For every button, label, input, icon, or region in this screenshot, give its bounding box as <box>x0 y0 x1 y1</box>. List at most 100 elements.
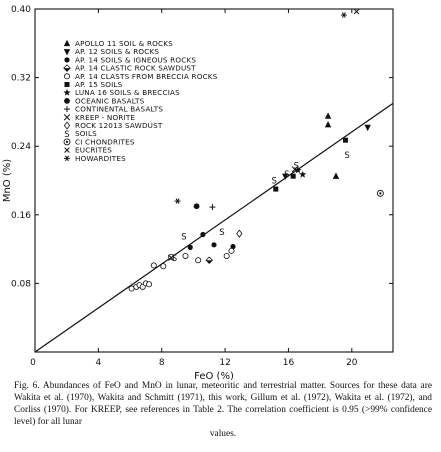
x-tick-label: 20 <box>346 358 358 368</box>
data-point <box>150 262 157 269</box>
legend-label: LUNA 16 SOILS & BRECCIAS <box>75 88 180 97</box>
circle-dot-center <box>65 140 69 143</box>
figure-caption: Fig. 6. Abundances of FeO and MnO in lun… <box>14 380 432 440</box>
series-points <box>209 204 216 211</box>
data-point: S <box>172 254 177 264</box>
legend-item: CI CHONDRITES <box>63 137 135 146</box>
y-tick-label: 0.08 <box>11 279 31 289</box>
legend-marker <box>64 82 70 87</box>
data-point <box>209 204 216 211</box>
series-points <box>294 166 307 178</box>
x-stroke-b <box>353 8 360 15</box>
series-points <box>174 12 347 204</box>
data-point <box>291 166 298 173</box>
data-point: S <box>271 177 276 187</box>
y-axis-label: MnO (%) <box>2 159 13 202</box>
legend-label: AP. 14 SOILS & IGNEOUS ROCKS <box>75 55 196 64</box>
axis-ticks: 4 8 12 16 20 0.08 0.16 0.24 0.32 0.40 0 <box>11 5 393 368</box>
data-point <box>168 253 175 260</box>
data-point <box>205 256 214 265</box>
legend-marker <box>63 39 71 47</box>
data-point <box>230 243 236 250</box>
legend-item: LUNA 16 SOILS & BRECCIAS <box>63 88 180 97</box>
data-point <box>160 263 167 270</box>
legend-marker: S <box>64 130 69 140</box>
legend-label: KREEP - NORITE <box>75 113 135 122</box>
legend-item: AP. 14 CLASTS FROM BRECCIA ROCKS <box>64 72 218 81</box>
data-point <box>324 112 332 119</box>
data-point <box>353 8 360 15</box>
data-point <box>299 170 307 178</box>
series-points <box>353 8 360 15</box>
data-point <box>332 172 340 179</box>
data-point: S <box>219 228 224 238</box>
data-point <box>146 281 153 288</box>
data-point <box>223 252 230 259</box>
origin-tick-label: 0 <box>30 358 36 368</box>
asterisk-stroke <box>341 12 346 18</box>
legend-marker <box>63 114 71 121</box>
data-point: S <box>284 170 289 180</box>
asterisk-stroke <box>65 155 69 162</box>
half-diamond-fill <box>63 68 71 72</box>
series-points <box>193 203 200 210</box>
data-point <box>294 166 302 174</box>
legend-item: AP. 12 SOILS & ROCKS <box>63 47 159 56</box>
series-points <box>324 112 340 179</box>
legend-label: CONTINENTAL BASALTS <box>75 105 163 114</box>
legend-marker <box>63 88 71 96</box>
x-tick-label: 16 <box>283 358 295 368</box>
legend-item: EUCRITES <box>64 146 112 155</box>
x-tick-label: 4 <box>95 358 101 368</box>
data-point <box>182 252 189 259</box>
legend-marker <box>64 73 71 80</box>
series-points <box>168 166 298 261</box>
series-points <box>236 229 243 238</box>
legend-item: AP. 14 SOILS & IGNEOUS ROCKS <box>64 55 196 64</box>
legend-label: ROCK 12013 SAWDUST <box>75 121 163 130</box>
data-point <box>195 257 202 264</box>
data-point <box>228 247 235 254</box>
legend-label: AP. 12 SOILS & ROCKS <box>75 47 159 56</box>
legend-label: CI CHONDRITES <box>75 137 135 146</box>
y-tick-label: 0.32 <box>11 74 31 84</box>
legend-label: AP. 15 SOILS <box>75 80 123 89</box>
data-point <box>200 231 206 238</box>
legend-marker <box>64 147 70 153</box>
legend-item: CONTINENTAL BASALTS <box>64 105 163 114</box>
legend-label: HOWARDITES <box>75 154 126 163</box>
legend-item: AP. 15 SOILS <box>64 80 123 89</box>
data-point <box>168 254 175 261</box>
x-stroke-b <box>63 114 71 121</box>
legend-item: KREEP - NORITE <box>63 113 135 122</box>
x-axis-label: FeO (%) <box>194 371 234 380</box>
data-point <box>290 173 296 179</box>
legend-item: AP. 14 CLASTIC ROCK SAWDUST <box>63 64 196 73</box>
legend-item: APOLLO 11 SOIL & ROCKS <box>63 39 173 48</box>
data-point <box>187 244 193 250</box>
data-point <box>282 173 289 181</box>
data-point: S <box>344 151 349 161</box>
legend-item: S SOILS <box>64 129 97 140</box>
plot-frame <box>34 8 394 353</box>
x-stroke-b <box>64 147 70 153</box>
data-point <box>273 186 279 192</box>
x-tick-label: 12 <box>219 358 230 368</box>
legend-label: EUCRITES <box>75 146 112 155</box>
x-tick-label: 8 <box>159 358 165 368</box>
legend-marker <box>63 64 71 72</box>
data-point <box>174 198 181 204</box>
legend-label: OCEANIC BASALTS <box>75 96 145 105</box>
legend-item: HOWARDITES <box>64 154 126 163</box>
legend-marker <box>64 57 70 63</box>
data-point <box>342 137 348 143</box>
series-points <box>187 231 236 250</box>
legend-item: ROCK 12013 SAWDUST <box>63 121 163 130</box>
half-diamond-fill <box>206 260 213 264</box>
legend-label: AP. 14 CLASTS FROM BRECCIA ROCKS <box>75 72 218 81</box>
series-points <box>128 247 235 292</box>
x-stroke-b <box>168 254 175 261</box>
